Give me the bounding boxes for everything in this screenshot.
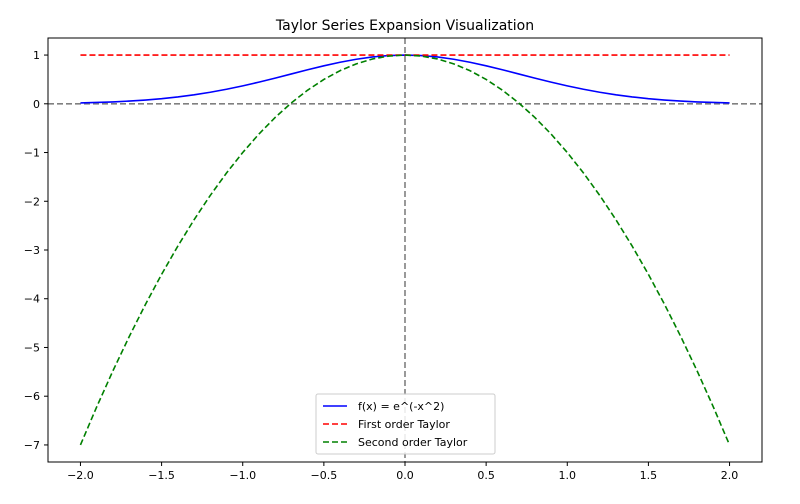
y-tick-label: −7 xyxy=(24,439,40,452)
x-tick-label: −1.0 xyxy=(229,469,256,482)
y-tick-label: 1 xyxy=(33,49,40,62)
chart-title: Taylor Series Expansion Visualization xyxy=(275,18,534,34)
y-tick-label: −3 xyxy=(24,244,40,257)
y-tick-label: −2 xyxy=(24,195,40,208)
x-tick-label: −2.0 xyxy=(67,469,94,482)
y-tick-label: 0 xyxy=(33,98,40,111)
plot-area: −2.0 −1.5 −1.0 −0.5 0.0 0.5 1.0 1.5 2.0 1 0 −1 −2 −3 −… xyxy=(24,37,763,482)
x-tick-label: 1.5 xyxy=(640,469,658,482)
series-line-3 xyxy=(79,54,731,446)
y-tick-label: −5 xyxy=(24,341,40,354)
legend-label-1: f(x) = e^(-x^2) xyxy=(358,400,444,413)
legend-label-3: Second order Taylor xyxy=(358,436,468,449)
x-tick-label: 0.0 xyxy=(396,469,414,482)
y-tick-label: −6 xyxy=(24,390,40,403)
y-tick-label: −4 xyxy=(24,293,40,306)
x-tick-label: −0.5 xyxy=(311,469,338,482)
legend-box xyxy=(315,393,496,455)
x-tick-label: 0.5 xyxy=(477,469,495,482)
legend-label-2: First order Taylor xyxy=(358,418,450,431)
x-tick-label: 2.0 xyxy=(721,469,739,482)
x-tick-label: −1.5 xyxy=(148,469,175,482)
y-tick-label: −1 xyxy=(24,147,40,160)
x-tick-label: 1.0 xyxy=(559,469,577,482)
